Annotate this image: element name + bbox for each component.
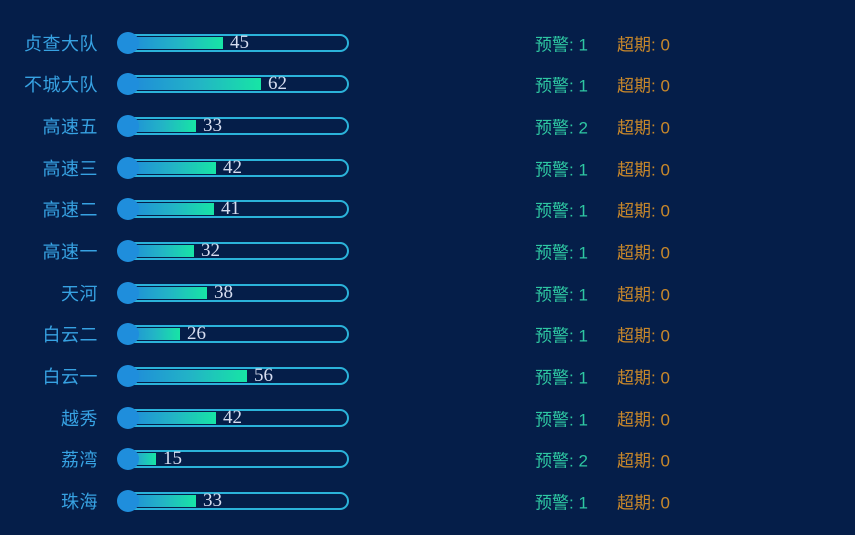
progress-bar: 62 (117, 73, 349, 96)
progress-bar-dot-icon (117, 406, 139, 429)
table-row: 不城大队 62 预警: 1 超期: 0 (0, 64, 855, 106)
row-label: 不城大队 (24, 75, 98, 96)
warning-count: 预警: 1 (535, 493, 588, 513)
progress-bar-dot-icon (117, 323, 139, 346)
overdue-count: 超期: 0 (617, 326, 670, 346)
table-row: 珠海 33 预警: 1 超期: 0 (0, 480, 855, 522)
row-label: 越秀 (61, 408, 98, 429)
table-row: 高速五 33 预警: 2 超期: 0 (0, 105, 855, 147)
bar-value: 33 (203, 489, 222, 511)
row-label: 高速三 (42, 158, 98, 179)
progress-bar-fill (122, 203, 214, 216)
table-row: 白云二 26 预警: 1 超期: 0 (0, 313, 855, 355)
row-label: 贞查大队 (24, 33, 98, 54)
progress-bar-fill (122, 78, 261, 91)
overdue-count: 超期: 0 (617, 76, 670, 96)
progress-bar-dot-icon (117, 448, 139, 471)
progress-bar-dot-icon (117, 281, 139, 304)
overdue-count: 超期: 0 (617, 410, 670, 430)
bar-value: 26 (187, 323, 206, 345)
row-label: 白云二 (42, 325, 98, 346)
progress-bar: 26 (117, 323, 349, 346)
row-label: 荔湾 (61, 450, 98, 471)
progress-bar-dot-icon (117, 489, 139, 512)
table-row: 高速二 41 预警: 1 超期: 0 (0, 189, 855, 231)
progress-bar-dot-icon (117, 73, 139, 96)
warning-count: 预警: 2 (535, 118, 588, 138)
overdue-count: 超期: 0 (617, 368, 670, 388)
row-label: 天河 (61, 283, 98, 304)
overdue-count: 超期: 0 (617, 493, 670, 513)
progress-bar-fill (122, 369, 247, 382)
overdue-count: 超期: 0 (617, 201, 670, 221)
progress-bar-fill (122, 494, 196, 507)
table-row: 贞查大队 45 预警: 1 超期: 0 (0, 22, 855, 64)
row-label: 高速二 (42, 200, 98, 221)
bar-value: 15 (163, 448, 182, 470)
progress-bar-fill (122, 411, 216, 424)
progress-bar-fill (122, 120, 196, 133)
bar-value: 38 (214, 281, 233, 303)
progress-bar: 32 (117, 240, 349, 263)
progress-bar-dot-icon (117, 115, 139, 138)
table-row: 白云一 56 预警: 1 超期: 0 (0, 355, 855, 397)
bar-value: 42 (223, 156, 242, 178)
progress-bar: 38 (117, 281, 349, 304)
warning-count: 预警: 1 (535, 368, 588, 388)
overdue-count: 超期: 0 (617, 35, 670, 55)
overdue-count: 超期: 0 (617, 243, 670, 263)
progress-bar: 33 (117, 489, 349, 512)
progress-bar-dot-icon (117, 364, 139, 387)
bar-value: 33 (203, 115, 222, 137)
progress-bar-dot-icon (117, 156, 139, 179)
table-row: 高速三 42 预警: 1 超期: 0 (0, 147, 855, 189)
warning-count: 预警: 1 (535, 201, 588, 221)
row-label: 高速五 (42, 117, 98, 138)
bar-value: 32 (201, 240, 220, 262)
progress-bar: 45 (117, 31, 349, 54)
progress-bar-fill (122, 286, 207, 299)
overdue-count: 超期: 0 (617, 285, 670, 305)
progress-bar-dot-icon (117, 240, 139, 263)
warning-count: 预警: 1 (535, 243, 588, 263)
progress-bar: 56 (117, 364, 349, 387)
row-label: 高速一 (42, 242, 98, 263)
progress-bar: 15 (117, 448, 349, 471)
table-row: 荔湾 15 预警: 2 超期: 0 (0, 438, 855, 480)
warning-count: 预警: 1 (535, 410, 588, 430)
overdue-count: 超期: 0 (617, 118, 670, 138)
progress-bar: 42 (117, 156, 349, 179)
warning-count: 预警: 1 (535, 326, 588, 346)
row-label: 珠海 (61, 491, 98, 512)
bar-value: 41 (221, 198, 240, 220)
progress-bar: 42 (117, 406, 349, 429)
progress-bar-fill (122, 161, 216, 174)
warning-count: 预警: 1 (535, 35, 588, 55)
table-row: 越秀 42 预警: 1 超期: 0 (0, 397, 855, 439)
bar-value: 45 (230, 31, 249, 53)
table-row: 天河 38 预警: 1 超期: 0 (0, 272, 855, 314)
progress-bar: 33 (117, 115, 349, 138)
warning-count: 预警: 1 (535, 160, 588, 180)
warning-count: 预警: 2 (535, 451, 588, 471)
progress-bar: 41 (117, 198, 349, 221)
progress-bar-dot-icon (117, 198, 139, 221)
bar-value: 42 (223, 406, 242, 428)
warning-count: 预警: 1 (535, 76, 588, 96)
progress-bar-dot-icon (117, 31, 139, 54)
overdue-count: 超期: 0 (617, 451, 670, 471)
progress-bar-fill (122, 245, 194, 258)
warning-count: 预警: 1 (535, 285, 588, 305)
overdue-count: 超期: 0 (617, 160, 670, 180)
bar-value: 56 (254, 364, 273, 386)
bar-value: 62 (268, 73, 287, 95)
progress-bar-fill (122, 36, 223, 49)
table-row: 高速一 32 预警: 1 超期: 0 (0, 230, 855, 272)
row-label: 白云一 (42, 366, 98, 387)
